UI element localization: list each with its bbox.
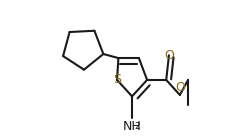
Text: 2: 2 — [135, 122, 140, 131]
Text: S: S — [113, 73, 121, 86]
Text: O: O — [164, 49, 174, 62]
Text: NH: NH — [122, 120, 141, 132]
Text: O: O — [176, 81, 185, 94]
